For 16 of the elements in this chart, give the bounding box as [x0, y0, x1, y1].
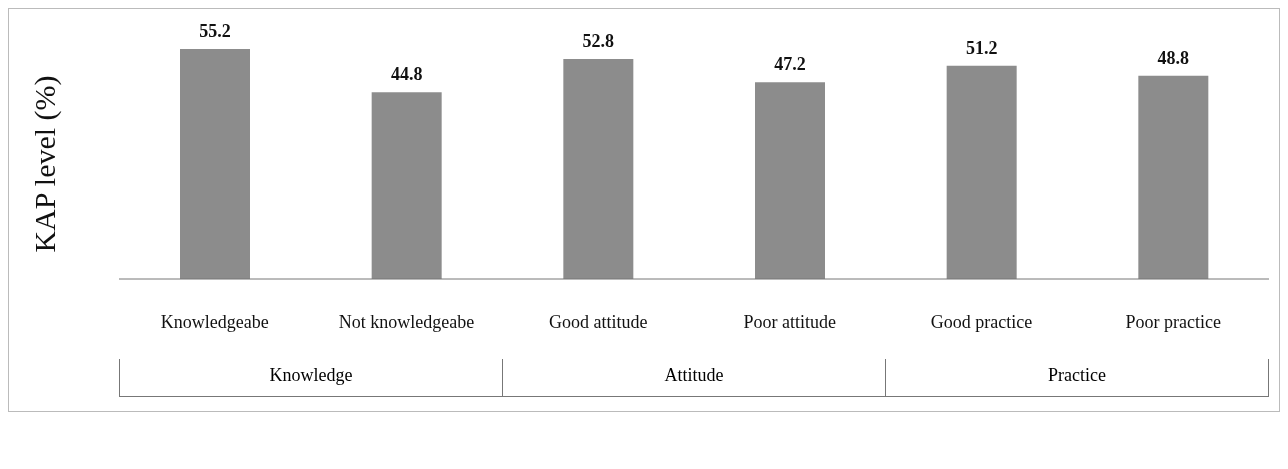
- y-axis-title: KAP level (%): [27, 75, 62, 253]
- x-tick-label: Good attitude: [548, 311, 648, 332]
- data-label: 48.8: [1157, 47, 1190, 68]
- data-label: 44.8: [390, 64, 423, 85]
- data-label: 47.2: [774, 54, 806, 75]
- data-label: 52.8: [582, 31, 615, 51]
- x-tick-label: Poor practice: [1125, 311, 1221, 332]
- text: Knowledge: [119, 359, 502, 397]
- x-tick-label: Good practice: [930, 311, 1033, 332]
- x-tick-label: Knowledgeabe: [160, 311, 269, 332]
- x-tick-label: Poor attitude: [743, 311, 837, 332]
- text: Practice: [885, 359, 1269, 397]
- data-label: 51.2: [965, 37, 998, 58]
- x-tick-label: Not knowledgeabe: [338, 311, 475, 332]
- data-label: 55.2: [199, 21, 231, 41]
- text: Attitude: [502, 359, 885, 397]
